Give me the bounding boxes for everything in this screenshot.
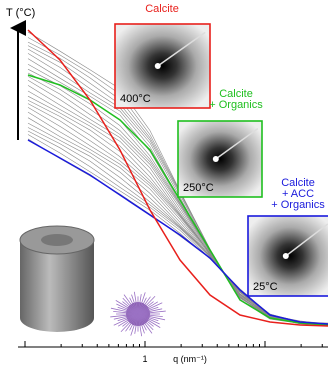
x-label: q (nm⁻¹) bbox=[173, 354, 207, 364]
figure: T (°C) 1 q (nm⁻¹) Calcite 400°CCalcite + O… bbox=[0, 0, 328, 366]
inset-temperature: 250°C bbox=[183, 182, 214, 194]
inset-title: Calcite bbox=[145, 3, 179, 15]
inset-title: + Organics bbox=[271, 199, 325, 211]
inset-temperature: 25°C bbox=[253, 281, 278, 293]
x-tick-label: 1 bbox=[142, 354, 147, 364]
beam-center bbox=[155, 63, 161, 69]
beam-center bbox=[213, 156, 219, 162]
saxs-inset: Calcite 400°C bbox=[115, 3, 210, 108]
y-label: T (°C) bbox=[6, 7, 35, 19]
urchin-illustration bbox=[110, 292, 166, 336]
cylinder-illustration bbox=[20, 226, 94, 332]
beam-center bbox=[283, 253, 289, 259]
x-ticks bbox=[25, 341, 322, 347]
inset-title: + Organics bbox=[209, 99, 263, 111]
inset-temperature: 400°C bbox=[120, 93, 151, 105]
